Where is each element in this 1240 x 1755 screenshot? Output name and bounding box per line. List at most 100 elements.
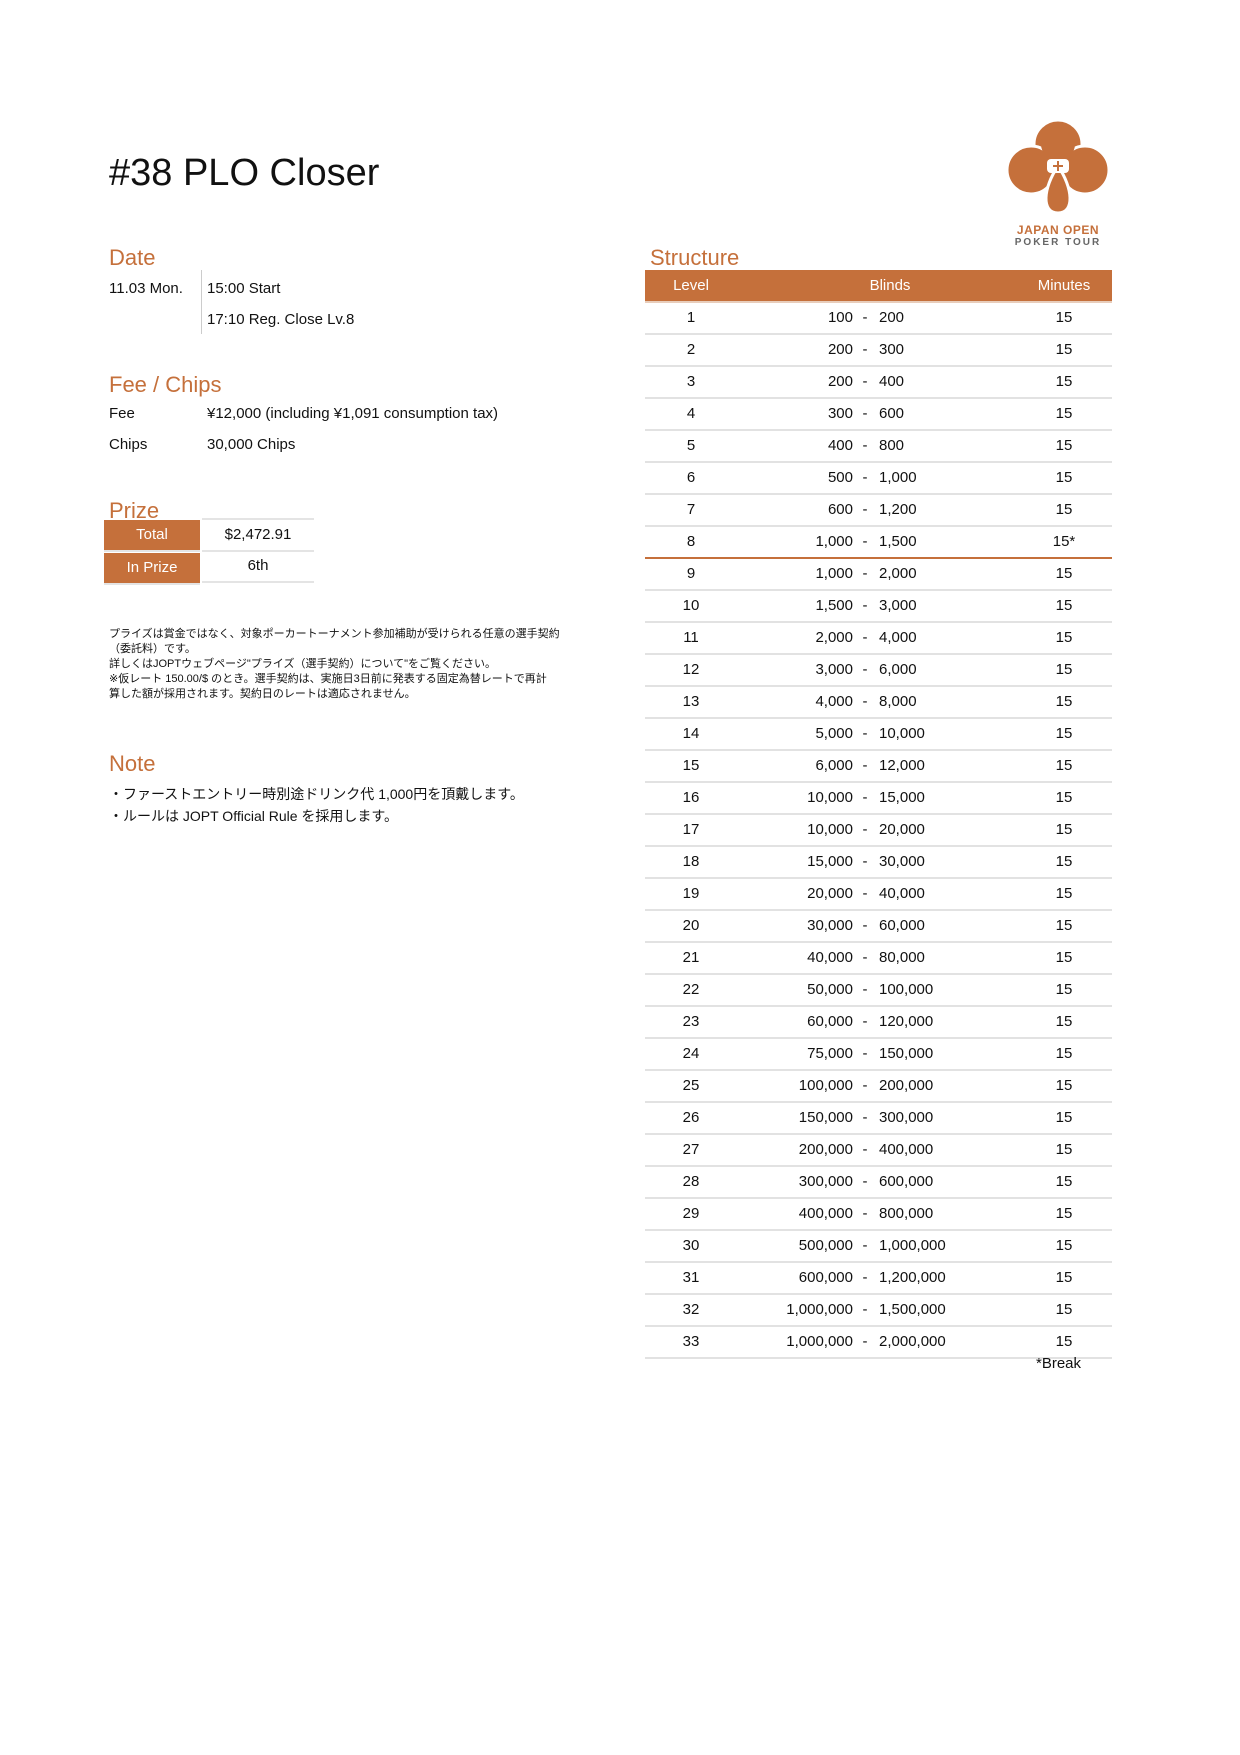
small-blind-cell: 1,000,000 (786, 1333, 853, 1350)
minutes-cell: 15 (1055, 1045, 1073, 1062)
date-day: 11.03 Mon. (109, 280, 183, 297)
date-heading: Date (109, 245, 156, 270)
big-blind-cell: 200,000 (879, 1077, 934, 1094)
minutes-cell: 15 (1055, 1237, 1073, 1254)
table-row: 28 300,000 600,000 15 - (645, 1167, 1112, 1199)
col-level: Level (673, 277, 709, 294)
small-blind-cell: 50,000 (807, 981, 853, 998)
minutes-cell: 15 (1055, 853, 1073, 870)
table-row: 7 600 1,200 15 - (645, 495, 1112, 527)
blind-separator: - (862, 853, 868, 870)
blind-separator: - (862, 629, 868, 646)
blind-separator: - (862, 661, 868, 678)
reg-close: 17:10 Reg. Close Lv.8 (207, 311, 355, 328)
big-blind-cell: 300 (879, 341, 905, 358)
note-line: ・ファーストエントリー時別途ドリンク代 1,000円を頂戴します。 (109, 786, 524, 802)
big-blind-cell: 2,000 (879, 565, 917, 582)
table-row: 13 4,000 8,000 15 - (645, 687, 1112, 719)
table-row: 19 20,000 40,000 15 - (645, 879, 1112, 911)
level-cell: 9 (686, 565, 696, 582)
table-row: 3 200 400 15 - (645, 367, 1112, 399)
table-row: 32 1,000,000 1,500,000 15 - (645, 1295, 1112, 1327)
big-blind-cell: 100,000 (879, 981, 934, 998)
blind-separator: - (862, 501, 868, 518)
level-cell: 6 (686, 469, 696, 486)
big-blind-cell: 8,000 (879, 693, 917, 710)
level-cell: 18 (682, 853, 700, 870)
minutes-cell: 15 (1055, 1077, 1073, 1094)
blind-separator: - (862, 917, 868, 934)
minutes-cell: 15 (1055, 661, 1073, 678)
note-heading: Note (109, 751, 156, 776)
level-cell: 7 (686, 501, 696, 518)
level-cell: 27 (682, 1141, 700, 1158)
minutes-cell: 15 (1055, 1173, 1073, 1190)
prize-total-label: Total (104, 520, 200, 552)
blind-separator: - (862, 1013, 868, 1030)
small-blind-cell: 400 (827, 437, 853, 454)
prize-heading: Prize (109, 498, 160, 523)
big-blind-cell: 120,000 (879, 1013, 934, 1030)
level-cell: 22 (682, 981, 700, 998)
minutes-cell: 15 (1055, 1141, 1073, 1158)
level-cell: 28 (682, 1173, 700, 1190)
blind-separator: - (862, 309, 868, 326)
small-blind-cell: 500 (827, 469, 853, 486)
big-blind-cell: 15,000 (879, 789, 925, 806)
blind-separator: - (862, 1141, 868, 1158)
minutes-cell: 15 (1055, 1205, 1073, 1222)
prize-total-value: $2,472.91 (202, 518, 314, 552)
table-row: 29 400,000 800,000 15 - (645, 1199, 1112, 1231)
minutes-cell: 15 (1055, 565, 1073, 582)
fee-value: ¥12,000 (including ¥1,091 consumption ta… (207, 405, 499, 422)
divider (201, 270, 202, 334)
minutes-cell: 15 (1055, 917, 1073, 934)
small-blind-cell: 4,000 (815, 693, 853, 710)
small-blind-cell: 400,000 (798, 1205, 853, 1222)
small-blind-cell: 2,000 (815, 629, 853, 646)
minutes-cell: 15 (1055, 693, 1073, 710)
big-blind-cell: 800 (879, 437, 905, 454)
blind-separator: - (862, 373, 868, 390)
logo-line1: JAPAN OPEN (1016, 223, 1100, 237)
minutes-cell: 15 (1055, 373, 1073, 390)
big-blind-cell: 20,000 (879, 821, 925, 838)
logo-line2: POKER TOUR (1014, 237, 1102, 248)
big-blind-cell: 200 (879, 309, 905, 326)
level-cell: 33 (682, 1333, 700, 1350)
chips-value: 30,000 Chips (207, 436, 296, 453)
level-cell: 1 (686, 309, 696, 326)
big-blind-cell: 3,000 (879, 597, 917, 614)
big-blind-cell: 1,500,000 (879, 1301, 946, 1318)
minutes-cell: 15 (1055, 597, 1073, 614)
blind-separator: - (862, 597, 868, 614)
blind-separator: - (862, 789, 868, 806)
table-row: 20 30,000 60,000 15 - (645, 911, 1112, 943)
level-cell: 4 (686, 405, 696, 422)
jopt-logo: JAPAN OPEN POKER TOUR (1003, 118, 1113, 253)
minutes-cell: 15 (1055, 1333, 1073, 1350)
big-blind-cell: 1,000,000 (879, 1237, 946, 1254)
level-cell: 32 (682, 1301, 700, 1318)
level-cell: 26 (682, 1109, 700, 1126)
level-cell: 29 (682, 1205, 700, 1222)
blind-separator: - (862, 981, 868, 998)
small-blind-cell: 600 (827, 501, 853, 518)
small-blind-cell: 75,000 (807, 1045, 853, 1062)
level-cell: 31 (682, 1269, 700, 1286)
blind-separator: - (862, 1237, 868, 1254)
level-cell: 21 (682, 949, 700, 966)
blind-separator: - (862, 1205, 868, 1222)
level-cell: 16 (682, 789, 700, 806)
table-row: 1 100 200 15 - (645, 303, 1112, 335)
table-row: 5 400 800 15 - (645, 431, 1112, 463)
table-row: 14 5,000 10,000 15 - (645, 719, 1112, 751)
big-blind-cell: 10,000 (879, 725, 925, 742)
table-row: 2 200 300 15 - (645, 335, 1112, 367)
small-blind-cell: 100 (827, 309, 853, 326)
small-blind-cell: 1,000,000 (786, 1301, 853, 1318)
minutes-cell: 15 (1055, 789, 1073, 806)
minutes-cell: 15 (1055, 949, 1073, 966)
blind-separator: - (862, 533, 868, 550)
disclaimer: プライズは賞金ではなく、対象ポーカートーナメント参加補助が受けられる任意の選手契… (109, 627, 609, 702)
